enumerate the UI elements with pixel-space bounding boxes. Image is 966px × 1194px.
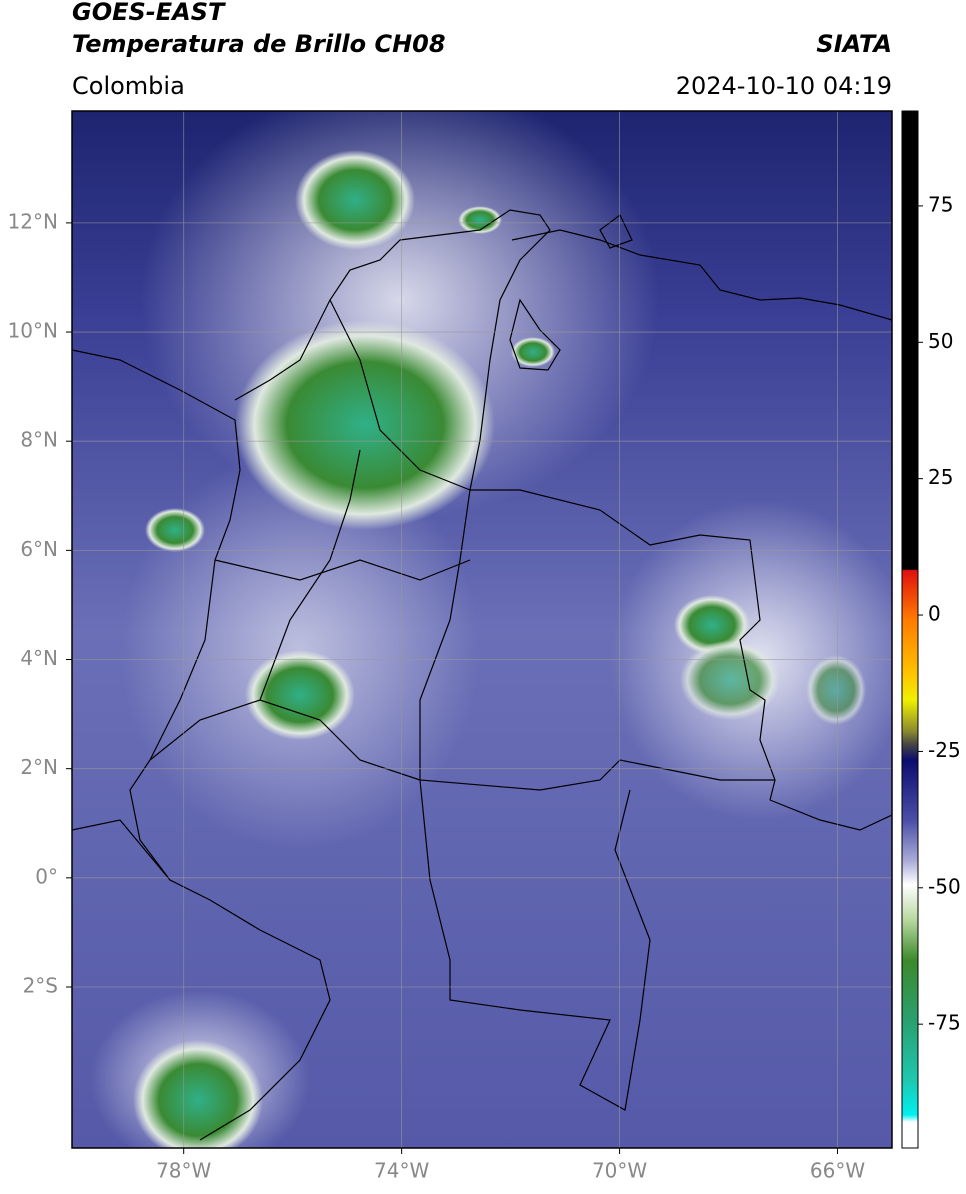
borders bbox=[72, 209, 892, 1141]
y-tick-label: 4°N bbox=[20, 646, 58, 670]
x-tick-label: 70°W bbox=[592, 1159, 647, 1183]
source: SIATA bbox=[816, 30, 892, 58]
title: GOES-EAST bbox=[72, 0, 226, 26]
x-tick-label: 78°W bbox=[156, 1159, 211, 1183]
y-tick-label: 8°N bbox=[20, 428, 58, 452]
y-tick-label: 10°N bbox=[8, 319, 58, 343]
x-tick-label: 66°W bbox=[810, 1159, 865, 1183]
colorbar-tick-label: -25 bbox=[928, 738, 961, 762]
y-tick-label: 0° bbox=[35, 864, 58, 888]
colorbar bbox=[901, 110, 919, 1149]
y-tick-label: 12°N bbox=[8, 209, 58, 233]
colorbar-tick-label: -50 bbox=[928, 874, 961, 898]
map-frame bbox=[71, 110, 893, 1149]
colorbar-tick-label: -75 bbox=[928, 1011, 961, 1035]
colorbar-tick-label: 75 bbox=[928, 192, 953, 216]
region: Colombia bbox=[72, 72, 185, 100]
satellite-image bbox=[72, 111, 892, 1148]
colorbar-tick-label: 50 bbox=[928, 329, 953, 353]
title: Temperatura de Brillo CH08 bbox=[72, 30, 446, 58]
timestamp: 2024-10-10 04:19 bbox=[676, 72, 892, 100]
y-tick-label: 2°N bbox=[20, 755, 58, 779]
y-tick-label: 2°S bbox=[23, 973, 58, 997]
graticule bbox=[72, 111, 892, 1148]
x-tick-label: 74°W bbox=[374, 1159, 429, 1183]
y-tick-label: 6°N bbox=[20, 537, 58, 561]
colorbar-tick-label: 25 bbox=[928, 465, 953, 489]
colorbar-tick-label: 0 bbox=[928, 602, 941, 626]
